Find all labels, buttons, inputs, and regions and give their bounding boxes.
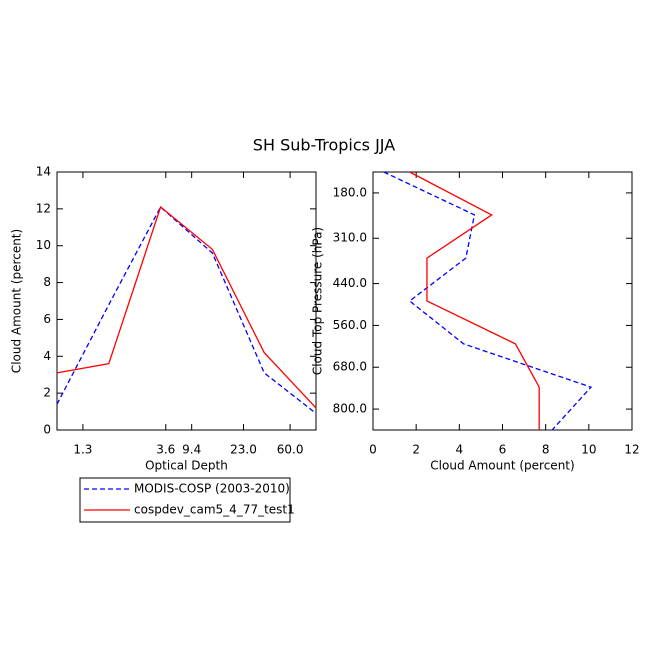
y-axis-title: Cloud Top Pressure (hPa) (311, 227, 325, 375)
y-tick-label: 800.0 (333, 402, 367, 416)
x-tick-label: 12 (624, 443, 639, 457)
x-tick-label: 23.0 (230, 443, 257, 457)
y-tick-label: 14 (36, 165, 51, 179)
y-tick-label: 4 (43, 349, 51, 363)
y-tick-label: 180.0 (333, 185, 367, 199)
x-tick-label: 0 (369, 443, 377, 457)
legend-label: MODIS-COSP (2003-2010) (134, 482, 290, 496)
x-axis-title: Optical Depth (145, 459, 228, 473)
legend (79, 477, 291, 523)
x-tick-label: 8 (542, 443, 550, 457)
series-line (409, 171, 540, 430)
x-tick-label: 10 (581, 443, 596, 457)
x-axis-title: Cloud Amount (percent) (430, 459, 574, 473)
x-tick-label: 1.3 (73, 443, 92, 457)
x-tick-label: 60.0 (277, 443, 304, 457)
y-tick-label: 680.0 (333, 360, 367, 374)
series-line (383, 171, 593, 431)
x-tick-label: 9.4 (182, 443, 201, 457)
series-line (56, 205, 317, 409)
y-tick-label: 310.0 (333, 231, 367, 245)
y-tick-label: 6 (43, 312, 51, 326)
y-tick-label: 0 (43, 423, 51, 437)
y-tick-label: 10 (36, 238, 51, 252)
legend-label: cospdev_cam5_4_77_test1 (134, 503, 295, 517)
series-line (56, 205, 317, 414)
y-tick-label: 440.0 (333, 276, 367, 290)
y-tick-label: 560.0 (333, 318, 367, 332)
y-axis-title: Cloud Amount (percent) (10, 229, 24, 373)
x-tick-label: 4 (456, 443, 464, 457)
x-tick-label: 3.6 (156, 443, 175, 457)
x-tick-label: 2 (412, 443, 420, 457)
y-tick-label: 2 (43, 386, 51, 400)
chart-title: SH Sub-Tropics JJA (253, 136, 395, 155)
x-tick-label: 6 (499, 443, 507, 457)
plot-frame (372, 171, 633, 431)
y-tick-label: 12 (36, 201, 51, 215)
y-tick-label: 8 (43, 275, 51, 289)
plot-frame (56, 171, 317, 431)
